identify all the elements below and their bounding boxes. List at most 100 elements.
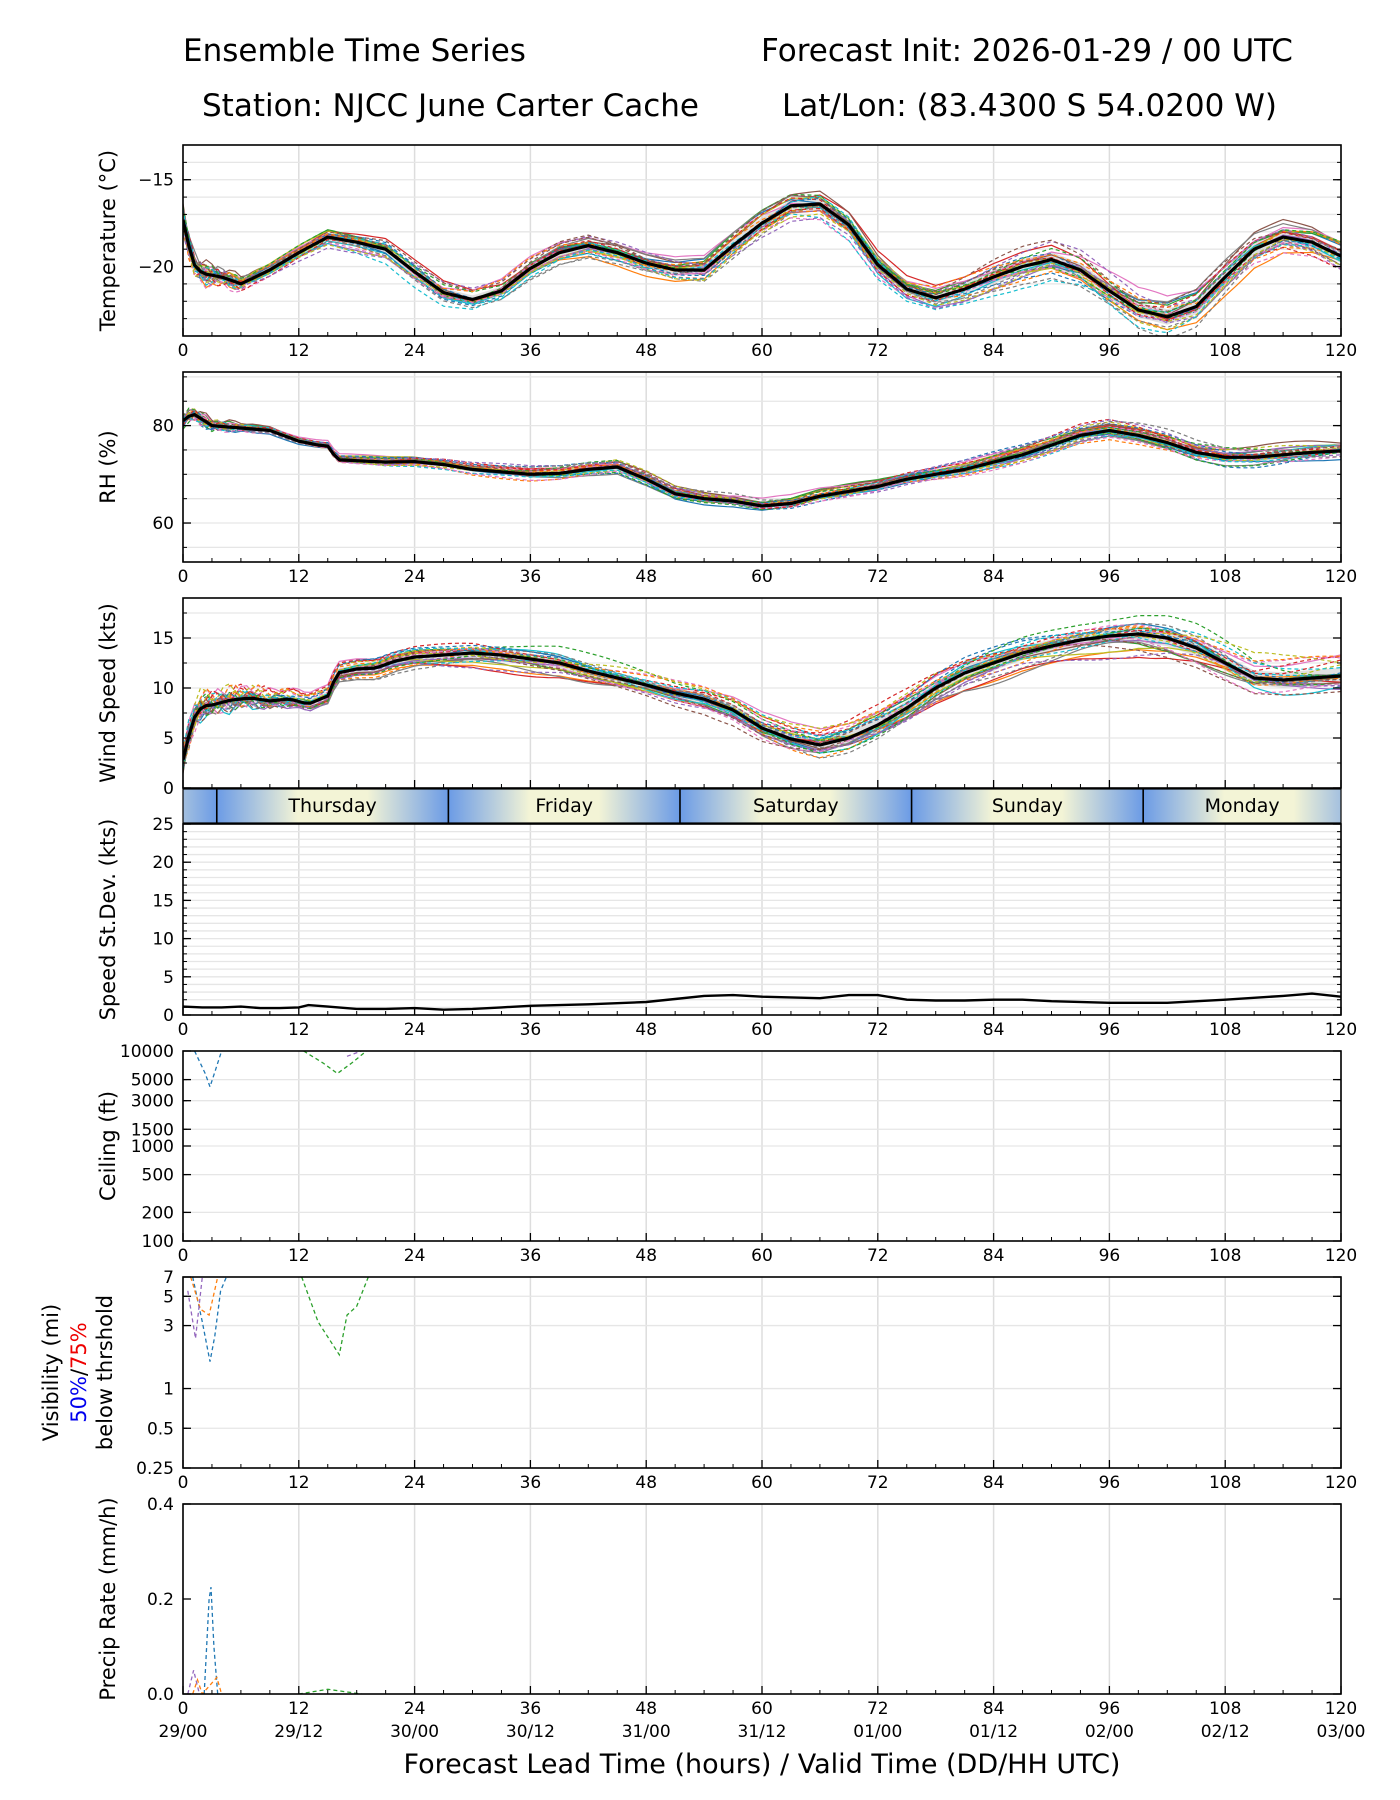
y-axis-label: Precip Rate (mm/h)	[96, 1497, 120, 1700]
x-tick-label: 24	[404, 341, 426, 361]
forecast-init: Forecast Init: 2026-01-29 / 00 UTC	[761, 33, 1293, 69]
plot-area-temperature	[183, 190, 1341, 336]
x-tick-label: 120	[1325, 1020, 1357, 1040]
x-tick-label: 12	[288, 1246, 310, 1266]
y-axis-label: below thrshold	[93, 1295, 117, 1450]
threshold-75: 75%	[67, 1322, 91, 1369]
x-tick-label: 36	[520, 1699, 542, 1719]
y-tick-label: 1500	[131, 1120, 174, 1140]
member-series-line	[303, 1051, 367, 1075]
member-series-line	[183, 217, 1341, 315]
x-tick-label: 24	[404, 1473, 426, 1493]
x-tick-label: 0	[178, 1473, 189, 1493]
y-tick-label: 20	[152, 853, 174, 873]
panel-wind: 0 5 10 15 Wind Speed (kts)	[96, 597, 1342, 799]
valid-time-label: 31/00	[622, 1722, 671, 1742]
member-series-line	[192, 1277, 227, 1362]
spread-band	[183, 411, 1341, 509]
y-tick-label: 0.2	[147, 1590, 174, 1610]
x-tick-label: 84	[983, 1020, 1005, 1040]
x-tick-label: 72	[867, 1020, 889, 1040]
day-label: Thursday	[287, 795, 376, 817]
member-series-line	[183, 636, 1341, 758]
y-tick-label: 1	[163, 1380, 174, 1400]
band-area: Thursday Friday Saturday Sunday Monday	[183, 789, 1341, 823]
x-tick-label: 12	[288, 567, 310, 587]
y-tick-label: 80	[152, 417, 174, 437]
y-tick-label: 15	[152, 629, 174, 649]
x-tick-label: 108	[1209, 1699, 1241, 1719]
member-series-line	[183, 624, 1341, 747]
x-tick-label: 120	[1325, 1699, 1357, 1719]
valid-time-label: 02/12	[1201, 1722, 1250, 1742]
member-series-line	[194, 1051, 223, 1089]
x-tick-label: 120	[1325, 1246, 1357, 1266]
member-series-line	[183, 201, 1341, 312]
x-tick-label: 0	[178, 341, 189, 361]
x-tick-label: 24	[404, 1246, 426, 1266]
plot-area-visibility	[187, 1277, 369, 1362]
member-series-line	[183, 632, 1341, 754]
valid-time-label: 03/00	[1317, 1722, 1366, 1742]
x-tick-label: 0	[178, 1020, 189, 1040]
member-series-line	[183, 634, 1341, 752]
band-frame	[182, 788, 1342, 824]
x-tick-label: 48	[635, 1473, 657, 1493]
x-tick-label: 84	[983, 341, 1005, 361]
day-cell	[183, 789, 217, 823]
x-tick-label: 108	[1209, 567, 1241, 587]
x-tick-label: 72	[867, 567, 889, 587]
x-tick-label: 0	[178, 567, 189, 587]
x-tick-label: 72	[867, 1473, 889, 1493]
x-tick-label: 60	[751, 341, 773, 361]
member-series-line	[298, 1688, 362, 1694]
x-tick-label: 48	[635, 1699, 657, 1719]
x-tick-label: 120	[1325, 1473, 1357, 1493]
panel-visibility: 0.25 0.5 1 3 57 0 12 24 36 48 60 72 84 96 108 120 Visibi…	[39, 1268, 1357, 1493]
member-series-line	[187, 1670, 201, 1694]
x-tick-label: 24	[404, 567, 426, 587]
x-tick-label: 24	[404, 1020, 426, 1040]
y-tick-label: 100	[142, 1232, 174, 1252]
x-tick-label: 96	[1099, 1246, 1121, 1266]
x-tick-label: 12	[288, 1699, 310, 1719]
member-series-line	[301, 1277, 369, 1357]
y-tick-label: 0.25	[136, 1459, 174, 1479]
y-tick-label: 0.4	[147, 1495, 174, 1515]
member-series-line	[183, 622, 1341, 758]
x-tick-label: 12	[288, 1473, 310, 1493]
x-tick-label: 72	[867, 341, 889, 361]
x-tick-label: 120	[1325, 567, 1357, 587]
x-tick-label: 72	[867, 1246, 889, 1266]
station-label: Station: NJCC June Carter Cache	[202, 88, 699, 124]
y-tick-label: 0.0	[147, 1685, 174, 1705]
x-tick-label: 108	[1209, 341, 1241, 361]
ensemble-mean-line	[183, 632, 1341, 761]
panel-precip: 0.0 0.2 0.4 0 12 24 36 48 60 72 84 96 108 120 Precip R…	[96, 1495, 1357, 1719]
day-label: Friday	[535, 795, 593, 817]
y-axis-label: Speed St.Dev. (kts)	[96, 819, 120, 1021]
x-tick-label: 0	[178, 1246, 189, 1266]
day-cell	[679, 789, 912, 823]
x-tick-label: 36	[520, 1020, 542, 1040]
x-tick-label: 0	[178, 1699, 189, 1719]
x-tick-label: 96	[1099, 1020, 1121, 1040]
y-axis-label: RH (%)	[96, 430, 120, 503]
x-tick-label: 36	[520, 1246, 542, 1266]
member-series-line	[183, 409, 1341, 508]
x-tick-label: 72	[867, 1699, 889, 1719]
member-series-line	[183, 216, 1341, 324]
member-series-line	[183, 213, 1341, 323]
x-tick-label: 60	[751, 1473, 773, 1493]
member-series-line	[192, 1676, 223, 1694]
x-tick-label: 60	[751, 567, 773, 587]
latlon-label: Lat/Lon: (83.4300 S 54.0200 W)	[782, 88, 1277, 124]
valid-time-label: 01/12	[969, 1722, 1018, 1742]
valid-time-label: 29/12	[274, 1722, 323, 1742]
y-tick-label: 5000	[131, 1071, 174, 1091]
y-tick-label: 5	[163, 968, 174, 988]
x-axis-title: Forecast Lead Time (hours) / Valid Time …	[404, 1749, 1121, 1780]
member-series-line	[187, 1277, 203, 1339]
